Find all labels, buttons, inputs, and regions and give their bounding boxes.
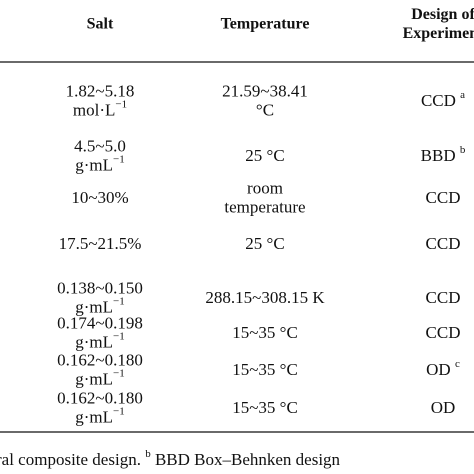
- table-cell-sup: c: [455, 358, 460, 370]
- table-cell: 288.15~308.15 K: [205, 288, 325, 307]
- table-cell-text: g·mL: [75, 297, 113, 316]
- table-cell: 10~30%: [71, 188, 128, 207]
- table-cell: OD c: [426, 358, 460, 379]
- table-cell: 1.82~5.18: [66, 81, 135, 100]
- table-cell: g·mL−1: [75, 405, 125, 426]
- table-cell: °C: [256, 100, 274, 119]
- table-cell: g·mL−1: [75, 367, 125, 388]
- table-cell-text: OD: [426, 360, 455, 379]
- table-cell: CCD: [426, 188, 461, 207]
- table-cell: g·mL−1: [75, 330, 125, 351]
- table-cell-sup: −1: [113, 367, 125, 379]
- header-cell: Design of: [411, 6, 474, 23]
- table-cell: temperature: [224, 197, 305, 216]
- table-cell-sup: −1: [115, 98, 127, 110]
- table-cell: 15~35 °C: [232, 323, 298, 342]
- table-cell: CCD: [426, 288, 461, 307]
- table-cell-text: BBD: [421, 146, 460, 165]
- table-cell: room: [247, 178, 283, 197]
- table-cell: g·mL−1: [75, 153, 125, 174]
- table-cell: 0.138~0.150: [57, 278, 143, 297]
- table-cell: 15~35 °C: [232, 398, 298, 417]
- footnote-text: BBD Box–Behnken design: [151, 450, 341, 469]
- table-cell: CCD: [426, 323, 461, 342]
- table-cell-text: g·mL: [75, 332, 113, 351]
- table-cell: 0.162~0.180: [57, 350, 143, 369]
- table-cell-sup: b: [460, 144, 466, 156]
- header-cell: Temperature: [221, 16, 310, 33]
- footnote-sup: b: [145, 448, 151, 460]
- table-cell-sup: −1: [113, 330, 125, 342]
- table-cell-text: CCD: [421, 91, 460, 110]
- table-cell: CCD a: [421, 89, 465, 110]
- table-cell-text: g·mL: [75, 407, 113, 426]
- table-cell: mol·L−1: [73, 98, 127, 119]
- table-cell: 17.5~21.5%: [59, 234, 142, 253]
- table-cell: 25 °C: [245, 234, 284, 253]
- table-cell: 25 °C: [245, 146, 284, 165]
- table-cell-sup: −1: [113, 153, 125, 165]
- table-cell: g·mL−1: [75, 295, 125, 316]
- table-cell: CCD: [426, 234, 461, 253]
- table-cell-sup: −1: [113, 295, 125, 307]
- table-cell-text: g·mL: [75, 155, 113, 174]
- table-cell-text: mol·L: [73, 100, 116, 119]
- table-cell-sup: a: [460, 89, 465, 101]
- table-cell: 4.5~5.0: [74, 136, 126, 155]
- table-cell: 15~35 °C: [232, 360, 298, 379]
- footnote-text: ral composite design.: [0, 450, 145, 469]
- header-cell: Salt: [87, 16, 114, 33]
- table-cell: BBD b: [421, 144, 466, 165]
- table-cell: 0.174~0.198: [57, 313, 143, 332]
- table-cell-sup: −1: [113, 405, 125, 417]
- header-cell: Experiment: [403, 25, 474, 42]
- table-cell: 0.162~0.180: [57, 388, 143, 407]
- table-cell: OD: [431, 398, 456, 417]
- footnote: ral composite design. b BBD Box–Behnken …: [0, 448, 341, 469]
- table-cell-text: g·mL: [75, 369, 113, 388]
- table-cell: 21.59~38.41: [222, 81, 308, 100]
